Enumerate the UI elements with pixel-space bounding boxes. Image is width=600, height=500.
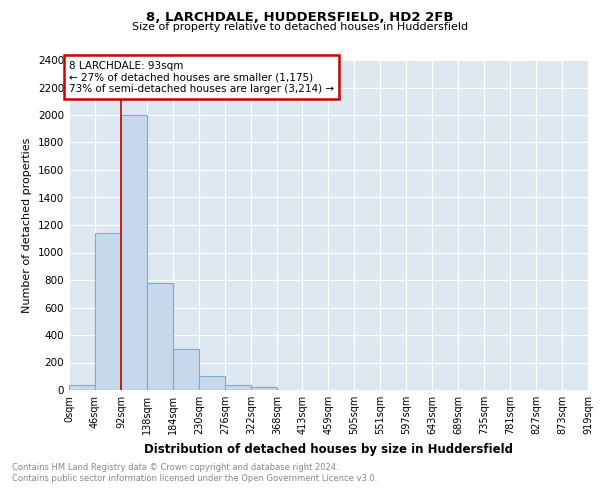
Bar <box>95 233 121 390</box>
Y-axis label: Number of detached properties: Number of detached properties <box>22 138 32 312</box>
Bar <box>225 384 251 390</box>
Text: Size of property relative to detached houses in Huddersfield: Size of property relative to detached ho… <box>132 22 468 32</box>
Bar <box>147 283 173 390</box>
Text: 8, LARCHDALE, HUDDERSFIELD, HD2 2FB: 8, LARCHDALE, HUDDERSFIELD, HD2 2FB <box>146 11 454 24</box>
Text: Contains public sector information licensed under the Open Government Licence v3: Contains public sector information licen… <box>12 474 377 483</box>
Bar <box>69 385 95 390</box>
Bar <box>199 376 225 390</box>
Text: Contains HM Land Registry data © Crown copyright and database right 2024.: Contains HM Land Registry data © Crown c… <box>12 462 338 471</box>
Bar <box>251 387 277 390</box>
X-axis label: Distribution of detached houses by size in Huddersfield: Distribution of detached houses by size … <box>144 442 513 456</box>
Bar <box>173 350 199 390</box>
Bar <box>121 115 147 390</box>
Text: 8 LARCHDALE: 93sqm
← 27% of detached houses are smaller (1,175)
73% of semi-deta: 8 LARCHDALE: 93sqm ← 27% of detached hou… <box>69 60 334 94</box>
